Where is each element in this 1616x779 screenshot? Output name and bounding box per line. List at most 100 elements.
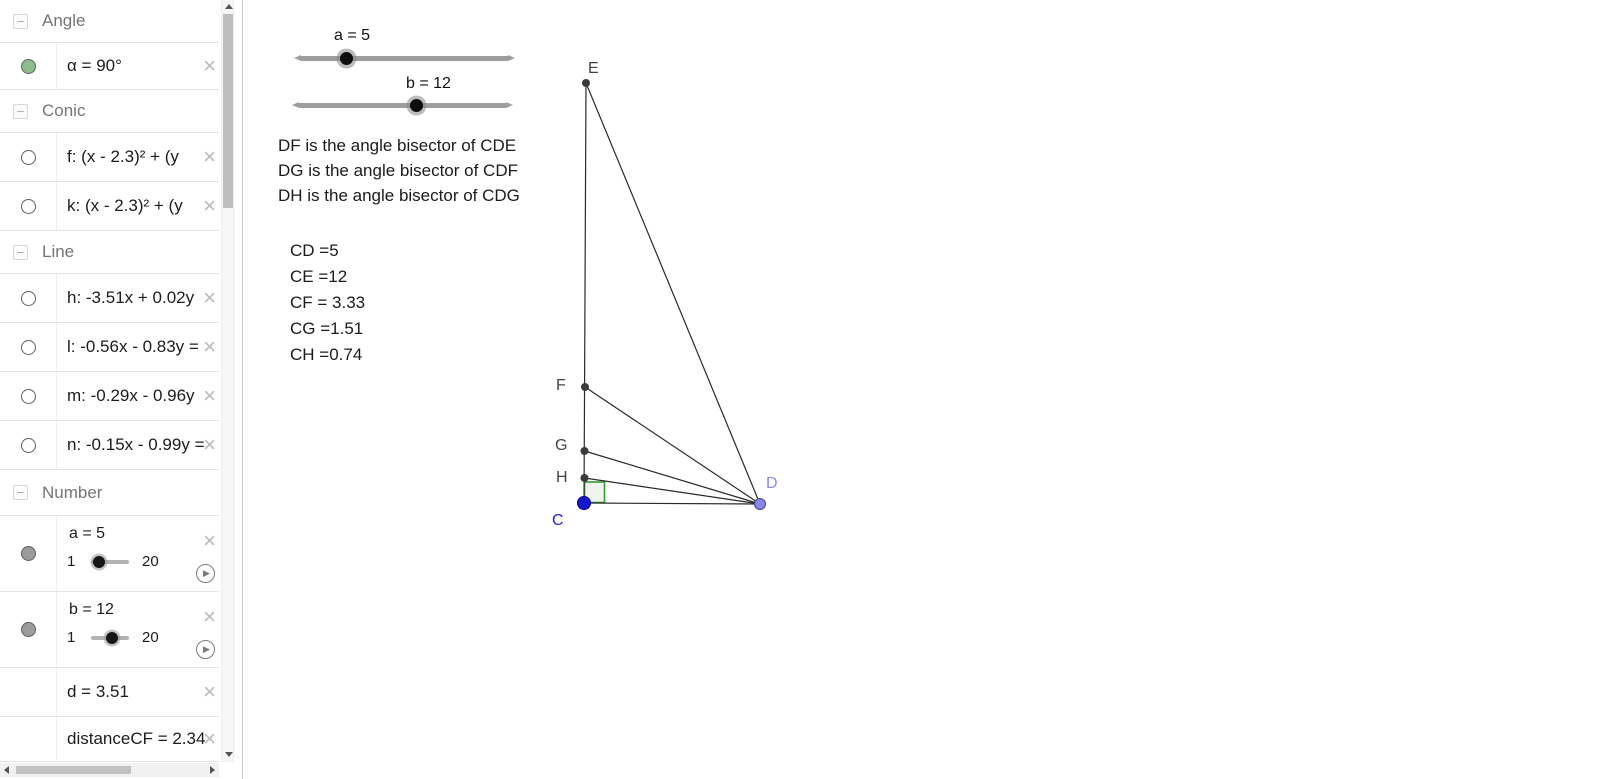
point-label-H: H	[556, 469, 568, 486]
object-label: m: -0.29x - 0.96y	[67, 386, 195, 405]
object-label: distanceCF = 2.34	[67, 729, 206, 748]
visibility-column	[0, 421, 57, 469]
measurement-readouts: CD =5 CE =12 CF = 3.33 CG =1.51 CH =0.74	[290, 238, 365, 368]
slider-b-track[interactable]	[292, 102, 513, 108]
measurement-line: CG =1.51	[290, 319, 364, 338]
object-row-b[interactable]: b = 12 1 20 × ▶	[0, 592, 219, 668]
object-label: h: -3.51x + 0.02y	[67, 288, 195, 307]
visibility-column	[0, 274, 57, 322]
visibility-toggle[interactable]	[20, 149, 36, 165]
close-icon[interactable]: ×	[203, 383, 216, 408]
segment-CD[interactable]	[583, 502, 761, 505]
panel-divider[interactable]	[242, 0, 243, 779]
point-G[interactable]	[580, 447, 589, 455]
mini-slider-handle[interactable]	[106, 631, 118, 644]
segment-ED[interactable]	[585, 82, 761, 505]
object-row-a[interactable]: a = 5 1 20 × ▶	[0, 516, 219, 592]
point-C[interactable]	[577, 496, 591, 510]
slider-min-label: 1	[67, 553, 76, 570]
close-icon[interactable]: ×	[203, 679, 216, 704]
measurement-line: CE =12	[290, 267, 348, 286]
slider-max-label: 20	[142, 629, 159, 646]
close-icon[interactable]: ×	[203, 144, 216, 169]
object-row-d[interactable]: d = 3.51 ×	[0, 668, 219, 717]
collapse-minus-icon[interactable]: −	[13, 13, 28, 29]
object-row-h[interactable]: h: -3.51x + 0.02y ×	[0, 274, 219, 323]
object-row-l[interactable]: l: -0.56x - 0.83y = ×	[0, 323, 219, 372]
point-label-D: D	[766, 475, 778, 492]
visibility-column	[0, 668, 57, 716]
play-icon[interactable]: ▶	[196, 564, 215, 583]
close-icon[interactable]: ×	[203, 193, 216, 218]
slider-a-handle[interactable]	[340, 52, 353, 65]
object-row-m[interactable]: m: -0.29x - 0.96y ×	[0, 372, 219, 421]
measurement-line: CD =5	[290, 241, 339, 260]
vertical-scrollbar[interactable]	[221, 0, 234, 762]
slider-a-label: a = 5	[334, 27, 371, 44]
section-title: Line	[42, 242, 75, 261]
section-header-number: − Number	[0, 470, 219, 516]
close-icon[interactable]: ×	[203, 726, 216, 751]
horizontal-scrollbar[interactable]	[0, 763, 219, 777]
scroll-down-icon[interactable]	[225, 752, 233, 757]
slider-b-handle[interactable]	[410, 99, 423, 112]
object-row-n[interactable]: n: -0.15x - 0.99y = ×	[0, 421, 219, 470]
visibility-toggle[interactable]	[20, 622, 36, 637]
vertical-scrollbar-thumb[interactable]	[223, 14, 233, 208]
object-row-alpha[interactable]: α = 90° ×	[0, 43, 219, 90]
object-row-k[interactable]: k: (x - 2.3)² + (y ×	[0, 182, 219, 231]
point-label-E: E	[588, 60, 599, 77]
close-icon[interactable]: ×	[203, 334, 216, 359]
visibility-column	[0, 182, 57, 230]
close-icon[interactable]: ×	[203, 528, 216, 553]
collapse-minus-icon[interactable]: −	[13, 103, 28, 119]
visibility-column	[0, 372, 57, 420]
play-icon[interactable]: ▶	[196, 640, 215, 659]
point-F[interactable]	[581, 383, 589, 391]
point-E[interactable]	[582, 79, 590, 87]
object-label: l: -0.56x - 0.83y =	[67, 337, 199, 356]
mini-slider-handle[interactable]	[93, 555, 105, 568]
visibility-column	[0, 133, 57, 181]
scroll-left-icon[interactable]	[4, 766, 9, 774]
measurement-line: CF = 3.33	[290, 293, 366, 312]
visibility-toggle[interactable]	[20, 437, 36, 453]
point-H[interactable]	[580, 474, 589, 482]
measurement-line: CH =0.74	[290, 345, 363, 364]
visibility-toggle[interactable]	[20, 339, 36, 355]
collapse-minus-icon[interactable]: −	[13, 485, 28, 500]
object-label: d = 3.51	[67, 682, 129, 701]
visibility-toggle[interactable]	[20, 290, 36, 306]
visibility-column	[0, 516, 57, 591]
object-label: n: -0.15x - 0.99y =	[67, 435, 205, 454]
segment-HD[interactable]	[584, 477, 761, 505]
visibility-toggle[interactable]	[20, 198, 36, 214]
segment-CE[interactable]	[583, 82, 587, 504]
slider-b-label: b = 12	[406, 75, 451, 92]
close-icon[interactable]: ×	[203, 285, 216, 310]
section-header-conic: − Conic	[0, 90, 219, 133]
scroll-right-icon[interactable]	[210, 766, 215, 774]
close-icon[interactable]: ×	[203, 53, 216, 78]
section-title: Number	[42, 482, 103, 502]
object-row-distanceCF[interactable]: distanceCF = 2.34 ×	[0, 717, 219, 762]
collapse-minus-icon[interactable]: −	[13, 244, 28, 260]
visibility-column	[0, 323, 57, 371]
slider-a-track[interactable]	[294, 55, 515, 61]
visibility-toggle[interactable]	[20, 388, 36, 404]
object-row-f[interactable]: f: (x - 2.3)² + (y ×	[0, 133, 219, 182]
visibility-toggle[interactable]	[20, 58, 36, 74]
visibility-toggle[interactable]	[20, 546, 36, 561]
close-icon[interactable]: ×	[203, 604, 216, 629]
segment-FD[interactable]	[584, 386, 761, 505]
scroll-up-icon[interactable]	[225, 4, 233, 9]
visibility-column	[0, 43, 57, 89]
point-label-F: F	[556, 377, 566, 394]
mini-slider-track[interactable]	[91, 555, 129, 568]
point-D[interactable]	[754, 498, 766, 510]
mini-slider-track[interactable]	[91, 631, 129, 644]
close-icon[interactable]: ×	[203, 432, 216, 457]
object-label: a = 5	[69, 525, 106, 542]
segment-GD[interactable]	[584, 450, 761, 505]
horizontal-scrollbar-thumb[interactable]	[16, 766, 131, 774]
